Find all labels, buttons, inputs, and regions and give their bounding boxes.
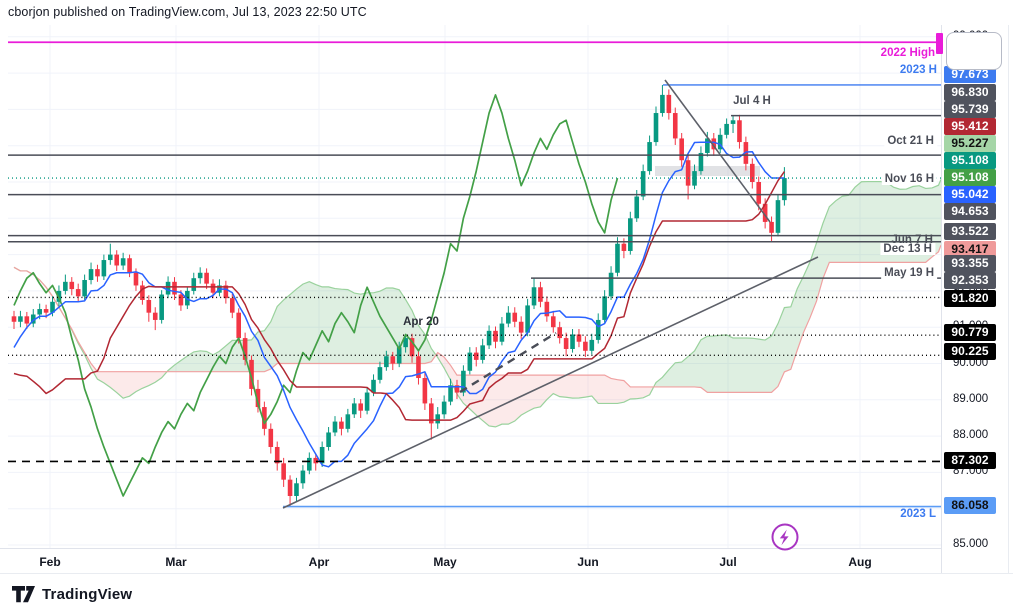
- y-axis-tick: 85.000: [953, 538, 989, 550]
- price-label-90.225: 90.225: [944, 342, 996, 360]
- price-label-93.355: 93.355: [944, 254, 996, 272]
- month-label-feb: Feb: [39, 555, 61, 569]
- month-label-mar: Mar: [165, 555, 187, 569]
- price-label-86.058: 86.058: [944, 496, 996, 514]
- annotation-may-19-h: May 19 H: [881, 267, 937, 279]
- annotation-apr-20: Apr 20: [403, 316, 439, 328]
- price-label-92.353: 92.353: [944, 271, 996, 289]
- month-label-jun: Jun: [577, 555, 599, 569]
- price-label-90.779: 90.779: [944, 323, 996, 341]
- price-chart-canvas[interactable]: [0, 0, 1013, 575]
- annotation-2023-h: 2023 H: [899, 64, 937, 76]
- brand-name: TradingView: [42, 585, 133, 603]
- y-axis-tick: 90.000: [953, 356, 989, 369]
- price-label-93.417: 93.417: [944, 240, 996, 258]
- senkou-b-line: [13, 244, 941, 393]
- candles-layer: [11, 84, 787, 507]
- annotation-dec-13-h: Dec 13 H: [880, 243, 935, 255]
- annotation-jul-4-h: Jul 4 H: [733, 95, 771, 107]
- price-label-94.653: 94.653: [944, 202, 996, 220]
- price-label-95.108: 95.108: [944, 151, 996, 169]
- empty-price-label-box: [946, 32, 1002, 70]
- price-label-93.522: 93.522: [944, 222, 996, 240]
- price-label-95.042: 95.042: [944, 185, 996, 203]
- ichimoku-lines: [13, 94, 786, 497]
- price-label-91.820: 91.820: [944, 289, 996, 307]
- 2022-high-axis-marker: [936, 33, 943, 54]
- descending-trendline: [664, 79, 771, 223]
- grid-lines: [8, 25, 941, 548]
- month-label-aug: Aug: [848, 555, 872, 569]
- month-label-jul: Jul: [719, 555, 737, 569]
- kijun-sen-line: [13, 171, 786, 421]
- time-scale-axis[interactable]: Feb Mar Apr May Jun Jul Aug: [0, 548, 941, 574]
- tenkan-sen-line: [13, 141, 785, 468]
- month-label-may: May: [433, 555, 457, 569]
- price-scale-axis[interactable]: 85.00086.00087.00088.00089.00090.00091.0…: [941, 25, 1013, 573]
- dashed-trendline: [459, 331, 557, 394]
- tradingview-logo: [12, 585, 35, 602]
- axis-divider: [0, 573, 1013, 574]
- price-label-95.412: 95.412: [944, 117, 996, 135]
- month-label-apr: Apr: [308, 555, 330, 569]
- publication-title: cborjon published on TradingView.com, Ju…: [8, 5, 367, 19]
- price-label-96.830: 96.830: [944, 83, 996, 101]
- annotation-oct-21-h: Oct 21 H: [884, 135, 937, 147]
- lightning-event-icon[interactable]: [769, 521, 801, 558]
- chikou-span-line: [13, 94, 619, 497]
- tradingview-branding[interactable]: TradingView: [12, 583, 132, 605]
- scale-right-border: [1008, 25, 1009, 573]
- y-axis-tick: 89.000: [953, 392, 989, 405]
- ichimoku-cloud: [13, 179, 941, 428]
- annotation-nov-16-h: Nov 16 H: [881, 173, 937, 185]
- plot-area: [8, 25, 941, 548]
- price-label-95.108: 95.108: [944, 168, 996, 186]
- y-axis-tick: 88.000: [953, 429, 989, 442]
- highlight-band: [655, 166, 760, 176]
- annotation-2023-l: 2023 L: [900, 508, 936, 520]
- senkou-a-line: [13, 179, 941, 428]
- annotation-2022-high: 2022 High: [880, 47, 935, 59]
- ascending-trendline: [282, 256, 819, 509]
- price-label-87.302: 87.302: [944, 451, 996, 469]
- horizontal-level-lines[interactable]: [8, 41, 941, 508]
- trend-lines[interactable]: [282, 79, 819, 509]
- price-label-95.227: 95.227: [944, 134, 996, 152]
- price-label-95.739: 95.739: [944, 100, 996, 118]
